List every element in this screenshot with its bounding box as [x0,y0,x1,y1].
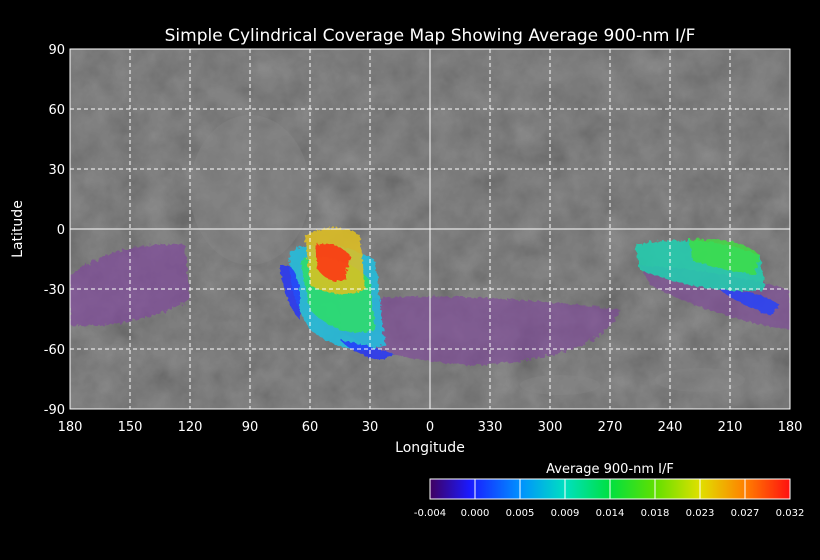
colorbar-tick-label: 0.023 [686,508,715,519]
lon-tick-label: 90 [242,420,259,435]
lat-tick-label: 30 [48,163,65,178]
colorbar-tick-label: 0.009 [551,508,580,519]
y-axis-label: Latitude [10,200,26,258]
latitude-tick-labels: 90 60 30 0 -30 -60 -90 [44,43,65,418]
lon-tick-label: 330 [478,420,503,435]
lat-tick-label: 0 [57,223,65,238]
lat-tick-label: -30 [44,283,65,298]
x-axis-label: Longitude [395,440,465,456]
lon-tick-label: 0 [426,420,434,435]
longitude-tick-labels: 180 150 120 90 60 30 0 330 300 270 240 210 180 [58,420,803,435]
colorbar-tick-label: -0.004 [414,508,446,519]
lat-tick-label: -60 [44,343,65,358]
lon-tick-label: 120 [178,420,203,435]
lon-tick-label: 180 [58,420,83,435]
colorbar-tick-label: 0.032 [776,508,805,519]
lat-tick-label: 60 [48,103,65,118]
colorbar: Average 900-nm I/F -0.004 0.000 0.005 0.009… [414,462,804,519]
lat-tick-label: -90 [44,403,65,418]
lon-tick-label: 300 [538,420,563,435]
colorbar-title: Average 900-nm I/F [546,462,674,477]
colorbar-tick-label: 0.027 [731,508,760,519]
colorbar-tick-label: 0.018 [641,508,670,519]
map-title: Simple Cylindrical Coverage Map Showing … [165,26,696,46]
colorbar-tick-label: 0.005 [506,508,535,519]
colorbar-tick-label: 0.000 [461,508,490,519]
lon-tick-label: 240 [658,420,683,435]
lon-tick-label: 60 [302,420,319,435]
lon-tick-label: 150 [118,420,143,435]
lon-tick-label: 270 [598,420,623,435]
colorbar-tick-label: 0.014 [596,508,625,519]
coverage-overlay [70,227,790,365]
colorbar-ticks: -0.004 0.000 0.005 0.009 0.014 0.018 0.023 0.02… [414,479,804,519]
lat-tick-label: 90 [48,43,65,58]
lon-tick-label: 30 [362,420,379,435]
graticule-grid [70,49,790,409]
lon-tick-label: 180 [778,420,803,435]
lon-tick-label: 210 [718,420,743,435]
plot-frame [69,48,791,410]
